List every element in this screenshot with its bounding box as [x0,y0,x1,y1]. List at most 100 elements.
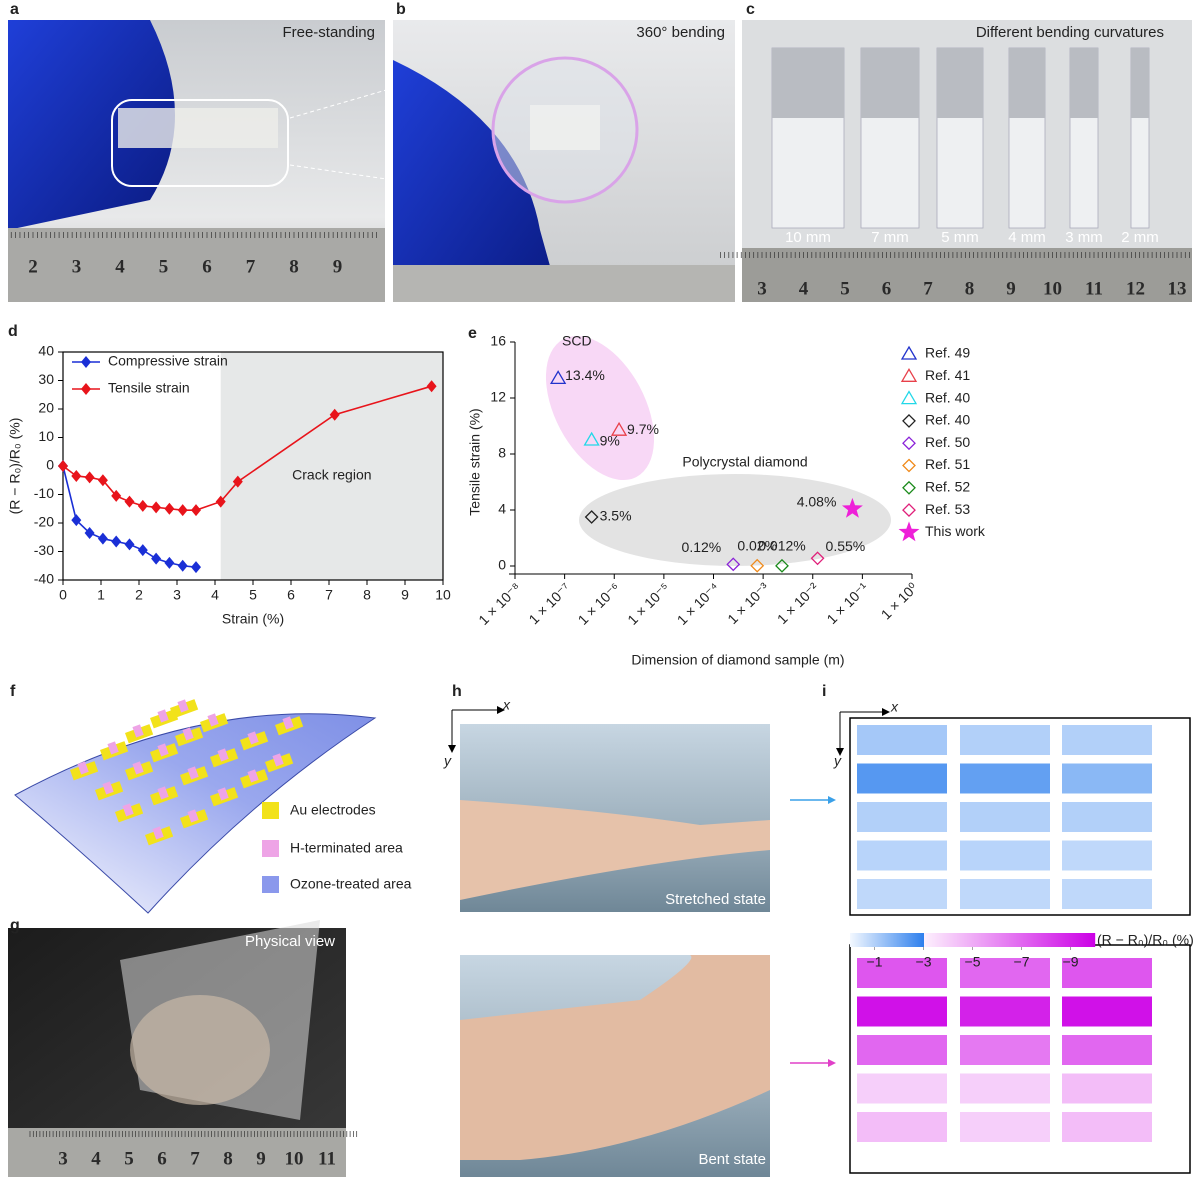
decoration [1092,933,1094,947]
decoration [1079,933,1081,947]
decoration [1010,933,1012,947]
rod-label: 10 mm [785,229,831,246]
ruler-number: 4 [799,278,809,299]
decoration [937,933,939,947]
decoration [945,933,947,947]
decoration [182,727,194,741]
legend-text: Ref. 49 [925,345,970,361]
decoration [938,933,940,947]
decoration [1003,933,1005,947]
x-tick-label: 6 [287,587,295,603]
legend-marker [81,356,91,368]
decoration [1035,933,1037,947]
decoration [1009,933,1011,947]
decoration [1026,933,1028,947]
axis-label: x [890,699,899,715]
decoration [1037,933,1039,947]
decoration [1070,933,1072,947]
decoration [1049,933,1051,947]
decoration [207,713,219,727]
decoration [871,933,873,947]
decoration [1005,933,1007,947]
data-point [164,556,175,569]
decoration [927,933,929,947]
decoration [1056,933,1058,947]
decoration [1074,933,1076,947]
data-point [177,559,188,572]
decoration [157,786,169,800]
y-tick-label: -40 [34,571,54,587]
data-label: 3.5% [600,508,632,524]
decoration [986,933,988,947]
decoration [997,933,999,947]
decoration [855,933,857,947]
axis-label: y [443,753,452,769]
decoration [1067,933,1069,947]
decoration [883,933,885,947]
x-tick-label: 1 [97,587,105,603]
heatmap-cell [857,763,947,794]
decoration [886,933,888,947]
x-tick-label: 8 [363,587,371,603]
decoration [943,933,945,947]
annotation: Polycrystal diamond [682,454,807,470]
decoration [950,933,952,947]
legend-marker [900,368,918,382]
decoration [955,933,957,947]
heatmap-cell [960,802,1050,832]
decoration [247,731,259,745]
decoration [1063,933,1065,947]
decoration [929,933,931,947]
decoration [1076,933,1078,947]
panel-label: d [8,323,18,340]
x-tick-label: 3 [173,587,181,603]
decoration [917,933,919,947]
decoration [908,933,910,947]
data-point [550,370,567,385]
heatmap-cell [1062,725,1152,755]
heatmap-cell [857,1035,947,1065]
x-tick-label: 4 [211,587,219,603]
shaded-region [220,352,443,580]
decoration [978,933,980,947]
legend-text: Ref. 41 [925,367,970,383]
decoration [976,933,978,947]
decoration [900,933,902,947]
decoration [1028,933,1030,947]
decoration [858,933,860,947]
decoration [996,933,998,947]
decoration [987,933,989,947]
ruler-number: 3 [757,278,767,299]
decoration [915,933,917,947]
decoration [903,933,905,947]
data-point [97,532,108,545]
decoration [936,933,938,947]
decoration [991,933,993,947]
decoration [875,933,877,947]
decoration [904,933,906,947]
decoration [937,48,983,118]
decoration [1064,933,1066,947]
ruler-number: 12 [1126,278,1145,299]
series-line [62,465,197,568]
decoration [1011,933,1013,947]
decoration [965,933,967,947]
decoration [947,933,949,947]
decoration [861,933,863,947]
annotation: SCD [562,333,592,349]
ruler-number: 8 [223,1148,233,1169]
decoration [931,933,933,947]
data-point [58,460,68,472]
decoration [1071,933,1073,947]
decoration [545,335,655,481]
axis-label: y [833,753,842,769]
heatmap-cell [1062,996,1152,1027]
data-point [97,474,108,487]
heatmap-cell [960,840,1050,871]
decoration [1052,933,1054,947]
data-point [124,495,135,508]
decoration [1046,933,1048,947]
legend-marker [902,436,916,451]
panel-label: c [746,1,755,18]
decoration [959,933,961,947]
